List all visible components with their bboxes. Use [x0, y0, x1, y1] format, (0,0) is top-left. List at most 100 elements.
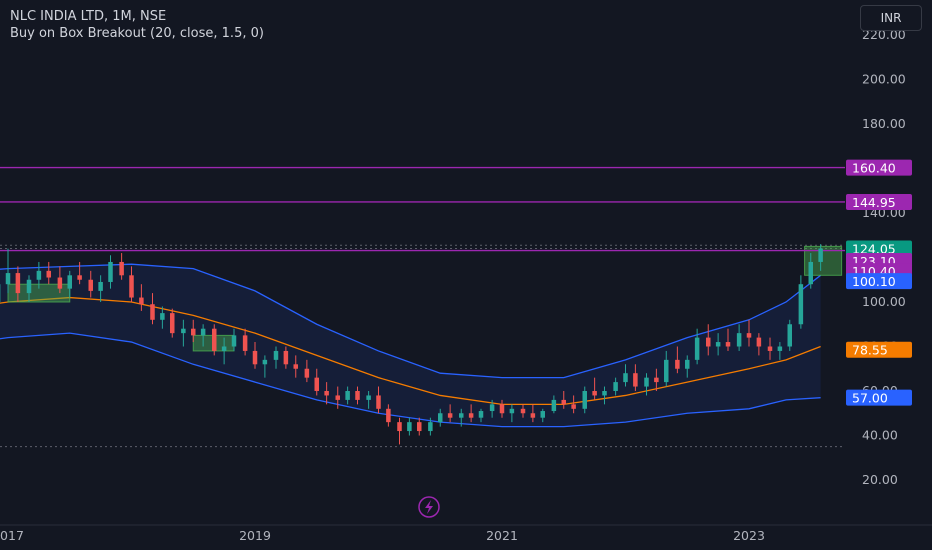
candle [139, 284, 144, 311]
candle-body [366, 395, 371, 400]
grid-lines [0, 244, 845, 448]
candle [447, 404, 453, 423]
candle-body [283, 350, 289, 365]
candle-body [5, 273, 11, 285]
candle [57, 266, 63, 294]
horizontal-levels [0, 166, 845, 252]
candle-body [262, 359, 268, 365]
price-tag: 57.00 [846, 389, 912, 406]
candle-body [582, 391, 587, 409]
candle-body [705, 337, 711, 347]
candle [551, 395, 557, 414]
candle [77, 261, 82, 285]
candle [181, 319, 186, 347]
candle-body [345, 391, 350, 400]
candle-body [57, 277, 63, 289]
candle [345, 386, 350, 405]
candle-body [675, 359, 680, 369]
candle [756, 333, 762, 356]
candle [571, 395, 576, 414]
candle [478, 408, 484, 423]
price-tag: 78.55 [846, 341, 912, 358]
candle [644, 373, 649, 396]
price-tag-bg [846, 273, 912, 290]
candle-body [77, 275, 82, 280]
x-tick-label: 2017 [0, 528, 24, 543]
candle-body [664, 359, 669, 383]
x-tick-label: 2019 [239, 528, 271, 543]
candle [458, 408, 464, 427]
candle [725, 328, 731, 351]
candle [221, 337, 227, 365]
candle-body [36, 270, 42, 280]
y-tick-label: 100.00 [862, 294, 906, 309]
candle-body [242, 335, 248, 351]
candle [160, 306, 165, 329]
indicator-title[interactable]: Buy on Box Breakout (20, close, 1.5, 0) [10, 26, 264, 41]
candle [108, 255, 113, 289]
candle-body [644, 377, 649, 387]
candle-body [746, 333, 752, 338]
candle-body [767, 346, 773, 351]
candle-body [787, 324, 793, 347]
band-upper-line [0, 263, 822, 379]
candle [787, 319, 793, 351]
x-tick-label: 2021 [486, 528, 518, 543]
candle-body [160, 313, 165, 320]
candle [231, 328, 237, 351]
candle-body [685, 359, 690, 369]
candle [705, 324, 711, 356]
candle-body [200, 328, 206, 336]
candle-body [478, 411, 484, 418]
currency-button[interactable]: INR [860, 5, 922, 31]
candle-body [170, 313, 175, 334]
candle [5, 248, 11, 294]
candle-body [540, 411, 546, 418]
candle-body [98, 281, 103, 291]
candle-body [273, 350, 279, 360]
candle-body [293, 364, 299, 369]
candle [119, 253, 124, 280]
price-tag-bg [846, 159, 912, 176]
candle-body [756, 337, 762, 347]
candle-body [417, 422, 422, 432]
candle [386, 404, 391, 427]
candle [242, 328, 248, 356]
candle [736, 324, 742, 351]
candle [438, 408, 443, 427]
candle-body [489, 404, 495, 412]
candle [355, 386, 360, 405]
x-axis[interactable]: 2017201920212023202520272029 [0, 524, 932, 550]
candle-body [314, 377, 319, 391]
candle [685, 355, 690, 378]
candle [36, 261, 42, 289]
candle [530, 404, 536, 423]
y-tick-label: 200.00 [862, 72, 906, 87]
candle [417, 417, 422, 436]
lightning-icon[interactable] [418, 496, 440, 518]
candle [767, 337, 773, 360]
candle [818, 244, 823, 271]
candle-body [324, 391, 329, 396]
candle-body [777, 346, 783, 351]
y-tick-label: 40.00 [862, 428, 898, 443]
symbol-title[interactable]: NLC INDIA LTD, 1M, NSE [10, 9, 167, 24]
candle-body [88, 279, 93, 291]
price-tag-bg [846, 389, 912, 406]
candle [283, 346, 289, 369]
candle [489, 399, 495, 418]
candle [808, 253, 813, 289]
candle [15, 266, 21, 302]
candle-body [438, 413, 443, 423]
candle-body [221, 346, 227, 351]
candle [540, 408, 546, 423]
candle-body [458, 413, 464, 418]
candle-body [67, 275, 72, 289]
candle [798, 275, 804, 329]
candle-body [715, 342, 721, 347]
price-tag-bg [846, 341, 912, 358]
candle-body [386, 408, 391, 423]
candle [150, 293, 155, 325]
x-axis-background [0, 525, 932, 550]
